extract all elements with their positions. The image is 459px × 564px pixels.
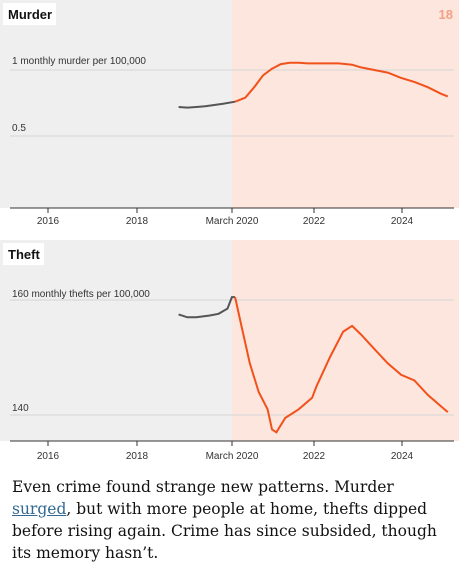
theft-panel: Theft 160 monthly thefts per 100,000 140… [0,240,459,462]
theft-pre-pandemic-bg [0,240,232,441]
murder-x-tick-2022: 2022 [303,216,326,227]
theft-y-tick-140: 140 [12,403,29,414]
theft-pre-pandemic-line [178,296,236,319]
murder-y-tick-0.5: 0.5 [12,123,26,134]
theft-x-tick-march-2020: March 2020 [206,451,259,462]
theft-x-tick-2016: 2016 [37,451,60,462]
charts-canvas: Murder 18 1 monthly murder per 100,000 0… [0,0,459,462]
murder-title: Murder [8,7,52,22]
surged-link[interactable]: surged [12,500,67,518]
murder-x-tick-2018: 2018 [126,216,149,227]
murder-pre-pandemic-line [178,100,236,109]
theft-post-pandemic-line [234,296,449,434]
theft-x-tick-2024: 2024 [391,451,414,462]
theft-post-pandemic-bg [232,240,459,441]
story-caption: Even crime found strange new patterns. M… [12,476,452,564]
theft-x-tick-2022: 2022 [303,451,326,462]
murder-panel: Murder 18 1 monthly murder per 100,000 0… [0,0,459,227]
page-number: 18 [439,7,453,22]
theft-title: Theft [8,247,40,262]
murder-title-box [3,3,56,25]
murder-x-tick-march-2020: March 2020 [206,216,259,227]
murder-x-tick-2024: 2024 [391,216,414,227]
caption-text-start: Even crime found strange new patterns. M… [12,478,394,496]
murder-pre-pandemic-bg [0,0,232,208]
murder-x-tick-2016: 2016 [37,216,60,227]
caption-text-end: , but with more people at home, thefts d… [12,500,437,562]
murder-post-pandemic-bg [232,0,459,208]
theft-y-tick-160: 160 monthly thefts per 100,000 [12,289,150,300]
theft-title-box [3,243,44,265]
murder-post-pandemic-line [234,61,449,103]
murder-y-tick-1: 1 monthly murder per 100,000 [12,56,146,67]
theft-x-tick-2018: 2018 [126,451,149,462]
